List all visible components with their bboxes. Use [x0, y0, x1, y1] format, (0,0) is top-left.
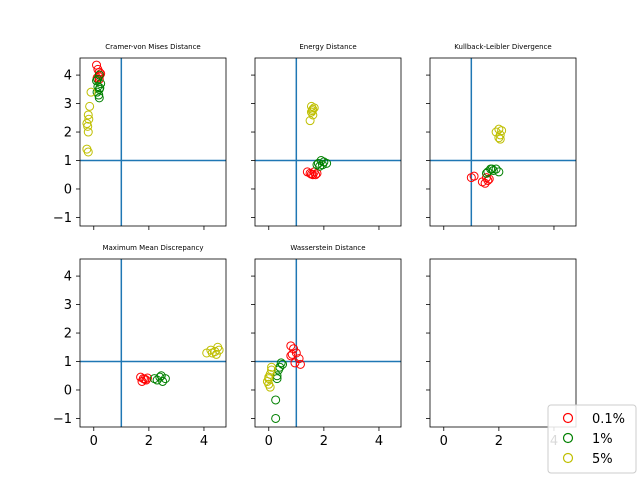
legend: 0.1% 1% 5% — [547, 404, 637, 474]
x-tick-label: 0 — [90, 434, 98, 449]
data-point-5pct — [83, 127, 93, 137]
data-point-0_1pct — [286, 341, 296, 351]
data-point-5pct — [267, 362, 277, 372]
axes-frame — [79, 57, 227, 227]
axes-frame — [429, 258, 577, 428]
data-point-5pct — [83, 121, 93, 131]
data-point-5pct — [83, 110, 93, 120]
y-tick-label: 0 — [64, 182, 72, 197]
x-tick-label: 2 — [145, 434, 153, 449]
data-point-5pct — [495, 134, 505, 144]
data-point-0_1pct — [469, 171, 479, 181]
panel-title: Kullback-Leibler Divergence — [454, 43, 551, 51]
data-point-0_1pct — [291, 348, 301, 358]
legend-marker — [562, 412, 574, 424]
data-point-1pct — [95, 83, 105, 93]
x-tick-label: 4 — [200, 434, 208, 449]
legend-label: 0.1% — [592, 412, 625, 427]
data-point-0_1pct — [290, 358, 300, 368]
data-point-1pct — [271, 395, 281, 405]
data-point-1pct — [156, 371, 166, 381]
data-point-5pct — [264, 372, 274, 382]
y-tick-label: 1 — [64, 154, 72, 169]
data-point-0_1pct — [287, 349, 297, 359]
data-point-1pct — [481, 168, 491, 178]
y-tick-label: 3 — [64, 97, 72, 112]
legend-marker — [562, 452, 574, 464]
axes-frame — [254, 57, 402, 227]
data-point-5pct — [86, 87, 96, 97]
data-point-0_1pct — [286, 351, 296, 361]
data-point-5pct — [494, 133, 504, 143]
data-point-0_1pct — [481, 173, 491, 183]
y-tick-label: 2 — [64, 327, 72, 342]
data-point-5pct — [308, 110, 318, 120]
data-point-1pct — [487, 164, 497, 174]
data-point-5pct — [265, 382, 275, 392]
axes-frame — [79, 258, 227, 428]
data-point-5pct — [305, 116, 315, 126]
panel-4: Maximum Mean Discrepancy 0 2 4 −1 0 1 2 3 4 — [53, 244, 227, 449]
data-point-1pct — [491, 164, 501, 174]
data-point-5pct — [85, 101, 95, 111]
y-tick-label: 4 — [64, 270, 72, 285]
y-tick-label: 4 — [64, 69, 72, 84]
y-tick-label: 3 — [64, 298, 72, 313]
data-point-1pct — [158, 376, 168, 386]
data-point-1pct — [93, 74, 103, 84]
data-point-5pct — [307, 106, 317, 116]
y-tick-label: −1 — [53, 211, 72, 226]
legend-label: 1% — [592, 432, 613, 447]
data-point-0_1pct — [142, 373, 152, 383]
data-point-1pct — [312, 160, 322, 170]
data-point-0_1pct — [295, 359, 305, 369]
data-point-1pct — [271, 413, 281, 423]
legend-marker — [562, 432, 574, 444]
data-point-1pct — [94, 70, 104, 80]
panel-5: Wasserstein Distance 0 2 4 — [251, 244, 402, 449]
x-tick-label: 2 — [320, 434, 328, 449]
panel-1: Cramer-von Mises Distance −1 0 1 2 3 4 — [53, 43, 227, 230]
axes-frame — [429, 57, 577, 227]
x-tick-label: 0 — [265, 434, 273, 449]
data-point-5pct — [84, 114, 94, 124]
panel-3: Kullback-Leibler Divergence — [426, 43, 577, 230]
data-point-0_1pct — [306, 169, 316, 179]
x-tick-label: 4 — [375, 434, 383, 449]
data-point-1pct — [276, 358, 286, 368]
y-tick-label: 1 — [64, 355, 72, 370]
y-tick-label: 0 — [64, 383, 72, 398]
legend-label: 5% — [592, 452, 613, 467]
panels-group: Cramer-von Mises Distance −1 0 1 2 3 4 Energy D… — [53, 43, 577, 449]
panel-title: Energy Distance — [299, 43, 356, 51]
data-point-1pct — [94, 93, 104, 103]
y-tick-label: 2 — [64, 126, 72, 141]
panel-title: Maximum Mean Discrepancy — [102, 244, 203, 252]
data-point-5pct — [207, 348, 217, 358]
data-point-1pct — [278, 359, 288, 369]
y-tick-label: −1 — [53, 412, 72, 427]
axes-frame — [254, 258, 402, 428]
panel-title: Wasserstein Distance — [290, 244, 365, 252]
data-point-5pct — [262, 376, 272, 386]
panel-title: Cramer-von Mises Distance — [105, 43, 200, 51]
data-point-5pct — [211, 349, 221, 359]
x-tick-label: 0 — [440, 434, 448, 449]
x-tick-label: 2 — [495, 434, 503, 449]
data-point-5pct — [83, 147, 93, 157]
panel-2: Energy Distance — [251, 43, 402, 230]
